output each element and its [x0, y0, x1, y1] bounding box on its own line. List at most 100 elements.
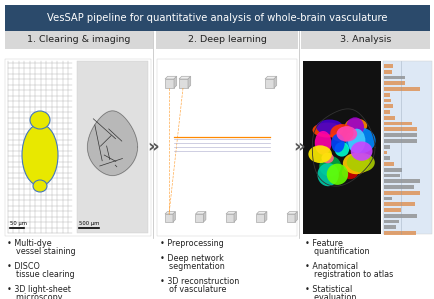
Ellipse shape — [317, 163, 338, 186]
Polygon shape — [264, 212, 266, 222]
Bar — [383, 202, 414, 206]
FancyBboxPatch shape — [178, 79, 187, 88]
Polygon shape — [164, 76, 176, 79]
FancyBboxPatch shape — [5, 5, 429, 31]
Text: • Deep network: • Deep network — [160, 254, 224, 263]
Text: 500 μm: 500 μm — [79, 221, 99, 226]
Ellipse shape — [329, 124, 353, 142]
Bar — [383, 220, 398, 223]
FancyBboxPatch shape — [164, 214, 173, 222]
Ellipse shape — [334, 142, 349, 157]
Bar — [383, 185, 413, 189]
Text: »: » — [293, 138, 304, 156]
Bar — [383, 191, 419, 195]
Text: VesSAP pipeline for quantitative analysis of whole-brain vasculature: VesSAP pipeline for quantitative analysi… — [46, 13, 386, 23]
Bar — [383, 99, 390, 102]
Bar — [383, 231, 415, 235]
FancyBboxPatch shape — [264, 79, 273, 88]
Bar — [383, 93, 389, 97]
Polygon shape — [256, 212, 266, 214]
Text: microscopy: microscopy — [11, 293, 62, 299]
Bar — [383, 116, 394, 120]
Polygon shape — [173, 212, 175, 222]
Text: • Anatomical: • Anatomical — [304, 262, 357, 271]
Text: evaluation: evaluation — [308, 293, 355, 299]
Bar — [383, 208, 400, 212]
Bar — [383, 168, 401, 172]
Text: quantification: quantification — [308, 247, 368, 256]
Ellipse shape — [319, 156, 340, 176]
Text: tissue clearing: tissue clearing — [11, 270, 75, 279]
Bar — [383, 150, 386, 154]
Bar — [383, 110, 389, 114]
Polygon shape — [178, 76, 190, 79]
Ellipse shape — [344, 118, 366, 133]
Ellipse shape — [341, 166, 358, 179]
FancyBboxPatch shape — [226, 214, 233, 222]
Bar — [383, 139, 417, 143]
Ellipse shape — [347, 129, 365, 153]
Ellipse shape — [326, 164, 347, 185]
Ellipse shape — [342, 153, 369, 174]
FancyBboxPatch shape — [195, 214, 203, 222]
Ellipse shape — [345, 117, 363, 137]
Polygon shape — [233, 212, 236, 222]
Bar — [383, 87, 419, 91]
Polygon shape — [286, 212, 297, 214]
Ellipse shape — [345, 128, 375, 153]
Polygon shape — [187, 76, 190, 88]
Text: 2. Deep learning: 2. Deep learning — [187, 36, 266, 45]
Text: 50 μm: 50 μm — [10, 221, 27, 226]
Bar — [383, 81, 404, 85]
Bar — [383, 127, 416, 131]
Ellipse shape — [331, 134, 344, 152]
FancyBboxPatch shape — [302, 61, 380, 234]
Text: • 3D light-sheet: • 3D light-sheet — [7, 285, 71, 294]
FancyBboxPatch shape — [256, 214, 264, 222]
FancyBboxPatch shape — [5, 31, 153, 49]
FancyBboxPatch shape — [300, 31, 429, 49]
Text: • Multi-dye: • Multi-dye — [7, 239, 52, 248]
Ellipse shape — [312, 123, 342, 138]
Bar — [383, 70, 391, 74]
FancyBboxPatch shape — [157, 59, 296, 236]
Text: vessel staining: vessel staining — [11, 247, 76, 256]
FancyBboxPatch shape — [164, 79, 174, 88]
Text: segmentation: segmentation — [164, 262, 224, 271]
Bar — [383, 104, 392, 108]
Bar — [383, 214, 416, 218]
Text: of vasculature: of vasculature — [164, 285, 226, 294]
Polygon shape — [226, 212, 236, 214]
Polygon shape — [87, 111, 137, 176]
Bar — [383, 145, 389, 149]
Bar — [383, 76, 404, 79]
Bar — [383, 197, 391, 200]
Text: • Feature: • Feature — [304, 239, 342, 248]
FancyBboxPatch shape — [286, 214, 294, 222]
Ellipse shape — [321, 153, 333, 163]
Text: • Preprocessing: • Preprocessing — [160, 239, 223, 248]
Bar — [383, 64, 392, 68]
Bar — [383, 174, 399, 177]
Ellipse shape — [314, 131, 331, 155]
Bar — [383, 133, 417, 137]
Bar — [383, 122, 411, 126]
Ellipse shape — [316, 120, 342, 135]
Polygon shape — [174, 76, 176, 88]
Bar — [383, 225, 395, 229]
Ellipse shape — [33, 180, 47, 192]
Text: • 3D reconstruction: • 3D reconstruction — [160, 277, 239, 286]
Polygon shape — [203, 212, 205, 222]
Bar — [383, 156, 389, 160]
Text: 1. Clearing & imaging: 1. Clearing & imaging — [27, 36, 130, 45]
Ellipse shape — [22, 124, 58, 186]
FancyBboxPatch shape — [5, 59, 151, 236]
Polygon shape — [273, 76, 276, 88]
Ellipse shape — [346, 153, 374, 172]
Ellipse shape — [308, 145, 331, 163]
Text: 3. Analysis: 3. Analysis — [339, 36, 390, 45]
FancyBboxPatch shape — [77, 61, 148, 233]
Ellipse shape — [30, 111, 50, 129]
Polygon shape — [264, 76, 276, 79]
Ellipse shape — [350, 141, 372, 161]
